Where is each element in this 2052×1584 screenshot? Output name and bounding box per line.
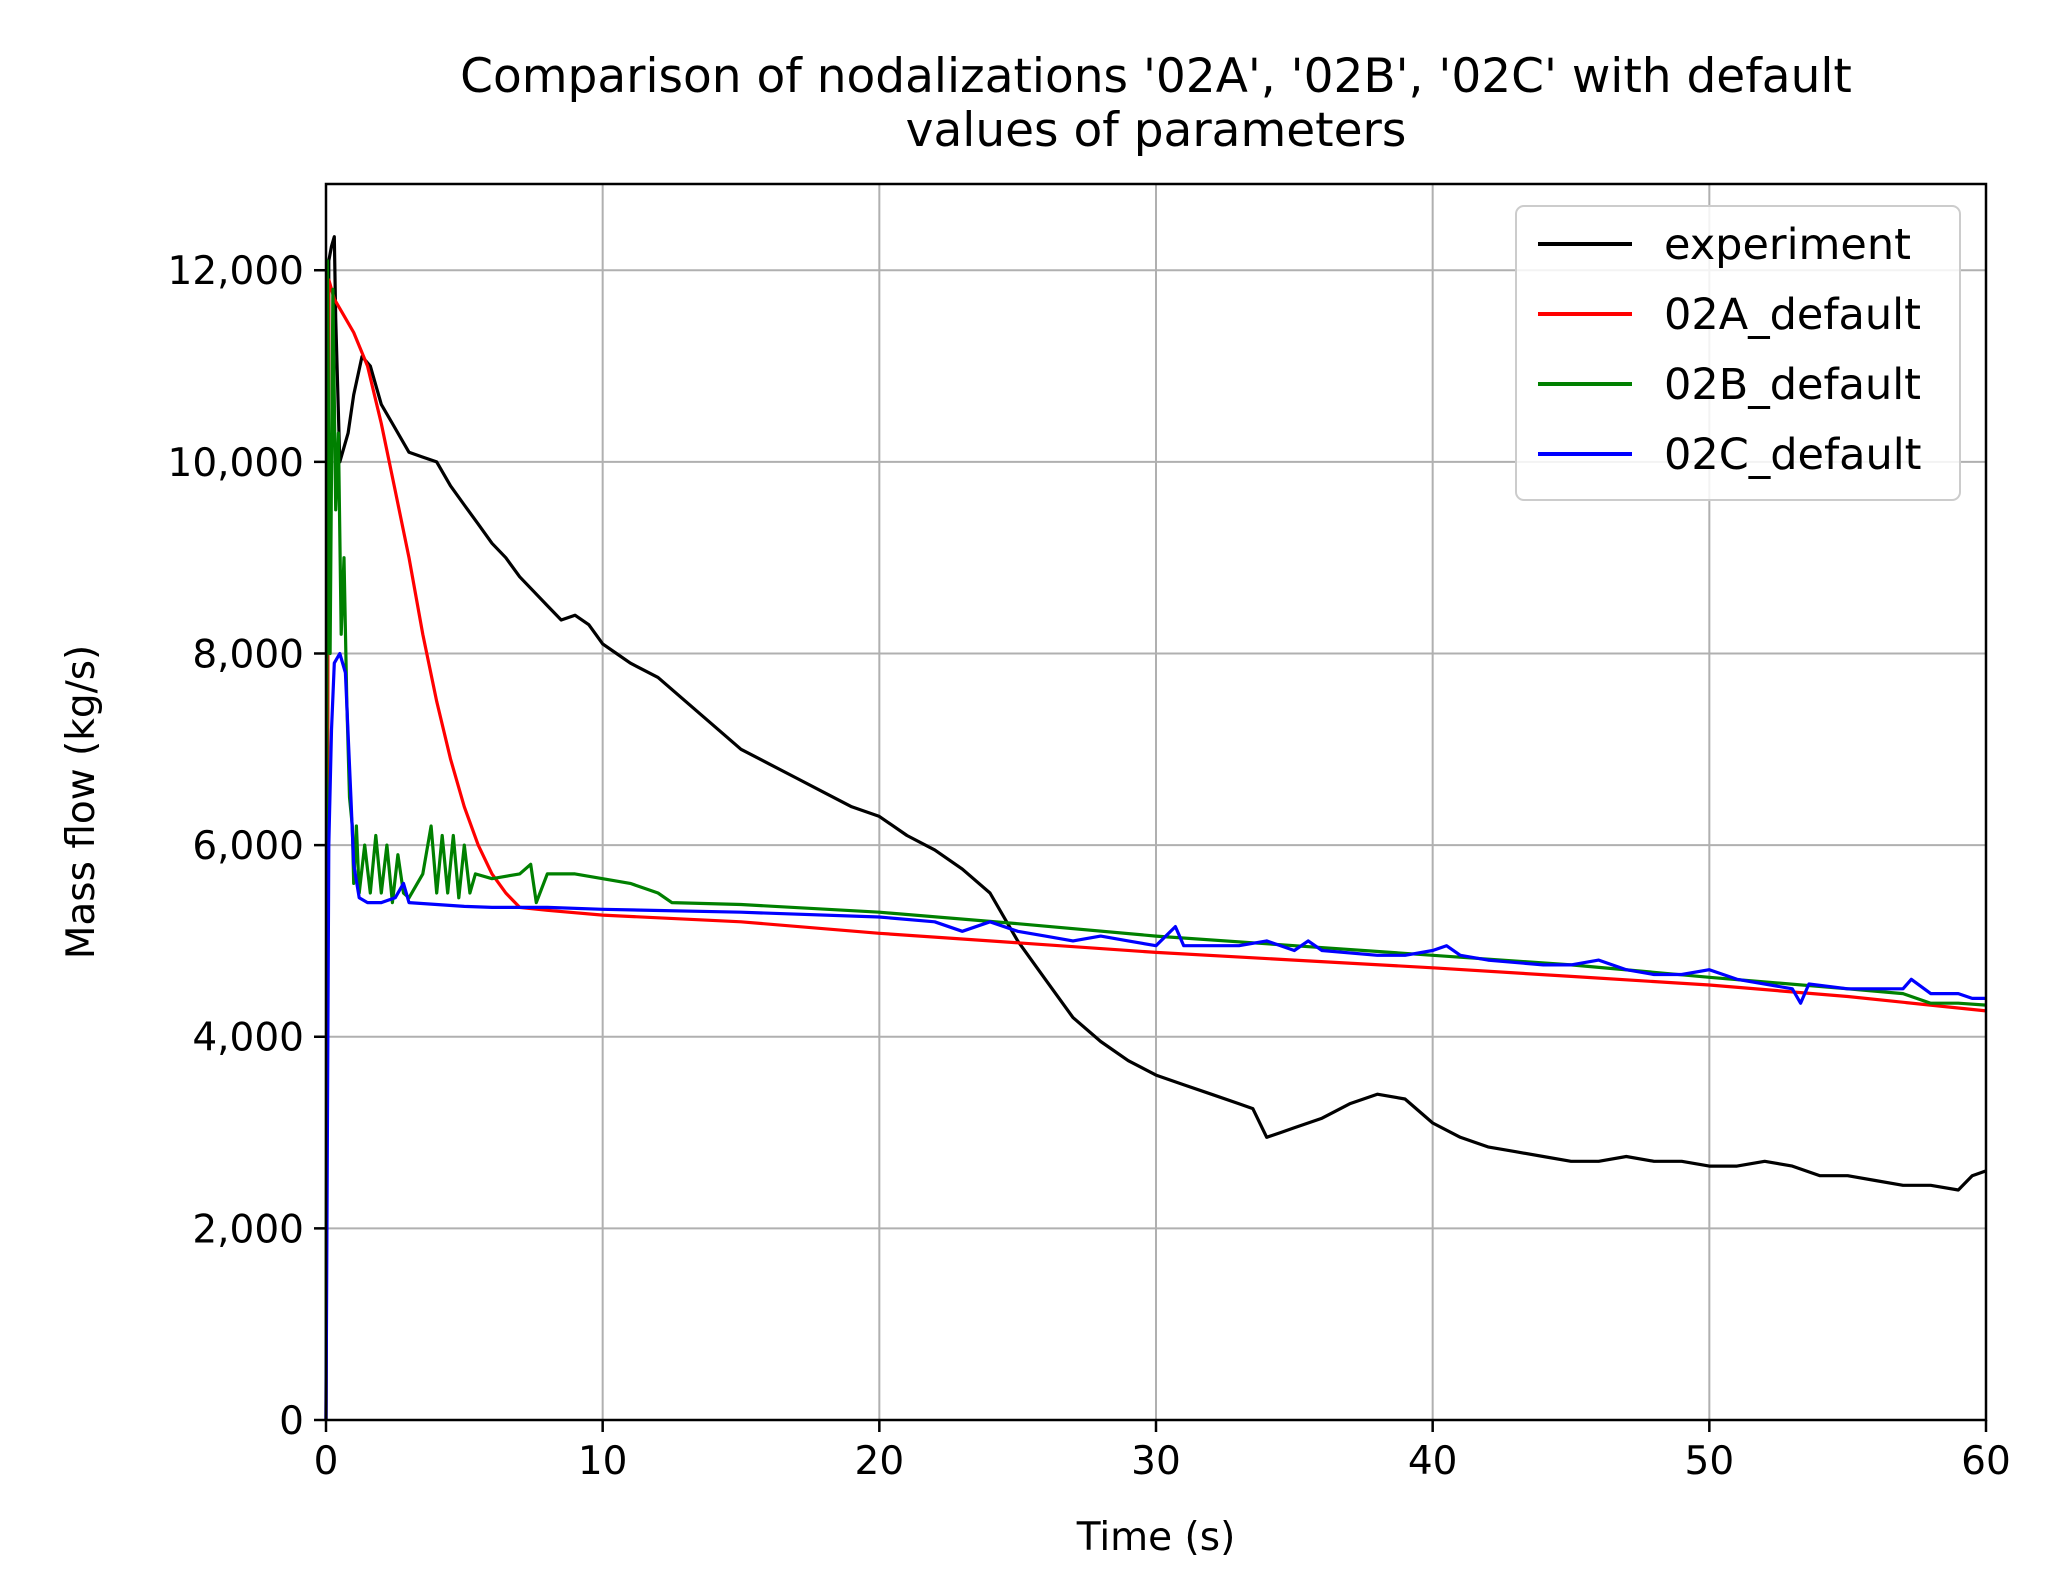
- y-tick-label-2: 4,000: [192, 1016, 304, 1061]
- legend-entries: experiment 02A_default 02B_default 02C_defa…: [1538, 220, 1922, 480]
- x-tick-label-0: 0: [314, 1439, 339, 1484]
- x-tick-label-5: 50: [1685, 1439, 1735, 1484]
- y-tick-label-0: 0: [279, 1399, 304, 1444]
- chart-title-line-1: Comparison of nodalizations '02A', '02B'…: [460, 49, 1852, 104]
- legend-label-02C_default: 02C_default: [1664, 430, 1922, 480]
- legend-label-02B_default: 02B_default: [1664, 360, 1921, 410]
- legend: experiment 02A_default 02B_default 02C_defa…: [1515, 205, 1961, 501]
- x-tick-label-1: 10: [578, 1439, 628, 1484]
- series-line-experiment: [324, 235, 1987, 1421]
- series-lines: [324, 235, 1987, 1421]
- legend-label-02A_default: 02A_default: [1664, 290, 1921, 340]
- y-tick-label-6: 12,000: [168, 249, 304, 294]
- x-tick-label-3: 30: [1131, 1439, 1181, 1484]
- series-line-02C_default: [324, 651, 1986, 1421]
- y-tick-label-3: 6,000: [192, 824, 304, 869]
- x-tick-label-6: 60: [1961, 1439, 2011, 1484]
- x-tick-label-2: 20: [855, 1439, 905, 1484]
- y-tick-label-1: 2,000: [192, 1207, 304, 1252]
- legend-label-experiment: experiment: [1664, 220, 1911, 270]
- axis-ticks: 0 10 20 30 40 50 60 0 2,000 4,000 6,000 8,000 10,000…: [168, 249, 2011, 1484]
- y-tick-label-4: 8,000: [192, 632, 304, 677]
- chart-title-line-2: values of parameters: [906, 103, 1407, 158]
- x-tick-label-4: 40: [1408, 1439, 1458, 1484]
- y-tick-label-5: 10,000: [168, 441, 304, 486]
- legend-box: [1515, 205, 1961, 501]
- series-line-02A_default: [324, 278, 1987, 1421]
- x-axis-label: Time (s): [1076, 1515, 1236, 1560]
- y-axis-label: Mass flow (kg/s): [59, 645, 104, 960]
